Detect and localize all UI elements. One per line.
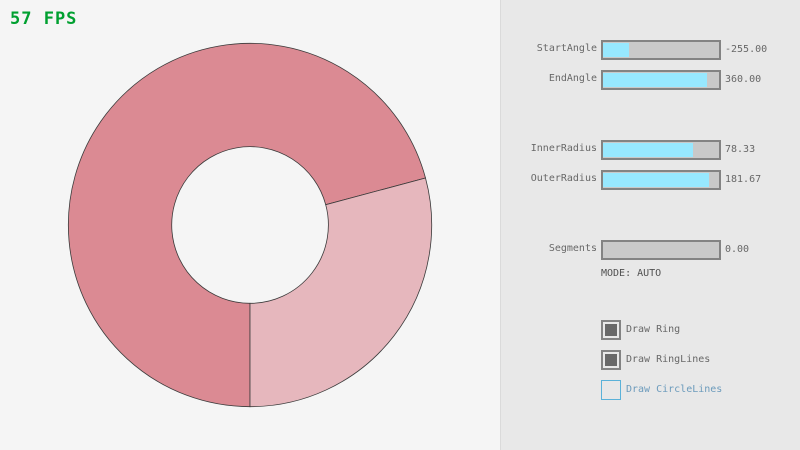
inner-radius-slider[interactable] [601, 140, 721, 160]
checkbox-box[interactable] [601, 350, 621, 370]
slider-label: OuterRadius [530, 173, 597, 184]
slider-fill [603, 173, 709, 187]
checkbox-check [605, 324, 617, 336]
controls-panel: StartAngle -255.00 EndAngle 360.00 Inner… [500, 0, 800, 450]
draw-ringlines-checkbox[interactable]: Draw RingLines [601, 350, 710, 370]
slider-label: EndAngle [548, 73, 597, 84]
end-angle-row: EndAngle 360.00 [501, 70, 800, 90]
slider-fill [603, 43, 629, 57]
draw-circlelines-checkbox[interactable]: Draw CircleLines [601, 380, 722, 400]
checkbox-label: Draw Ring [626, 324, 681, 335]
slider-value: 181.67 [725, 174, 762, 185]
segments-row: Segments 0.00 [501, 240, 800, 260]
mode-label: MODE: AUTO [601, 268, 662, 279]
slider-value: 360.00 [725, 74, 762, 85]
segments-slider[interactable] [601, 240, 721, 260]
draw-ring-checkbox[interactable]: Draw Ring [601, 320, 680, 340]
end-angle-slider[interactable] [601, 70, 721, 90]
slider-label: StartAngle [536, 43, 597, 54]
slider-fill [603, 143, 694, 157]
checkbox-check [605, 354, 617, 366]
fps-counter: 57 FPS [10, 9, 78, 29]
start-angle-row: StartAngle -255.00 [501, 40, 800, 60]
slider-value: -255.00 [725, 44, 768, 55]
slider-value: 0.00 [725, 244, 750, 255]
inner-radius-row: InnerRadius 78.33 [501, 140, 800, 160]
ring-segment-dark [68, 42, 426, 408]
checkbox-label: Draw RingLines [626, 354, 711, 365]
slider-label: InnerRadius [530, 143, 597, 154]
slider-label: Segments [548, 243, 597, 254]
slider-value: 78.33 [725, 144, 756, 155]
checkbox-box[interactable] [601, 320, 621, 340]
checkbox-box[interactable] [601, 380, 621, 400]
checkbox-label: Draw CircleLines [626, 384, 723, 395]
outer-radius-row: OuterRadius 181.67 [501, 170, 800, 190]
start-angle-slider[interactable] [601, 40, 721, 60]
slider-fill [603, 73, 708, 87]
ring-segment-light [249, 177, 433, 408]
ring-canvas [68, 42, 433, 408]
outer-radius-slider[interactable] [601, 170, 721, 190]
